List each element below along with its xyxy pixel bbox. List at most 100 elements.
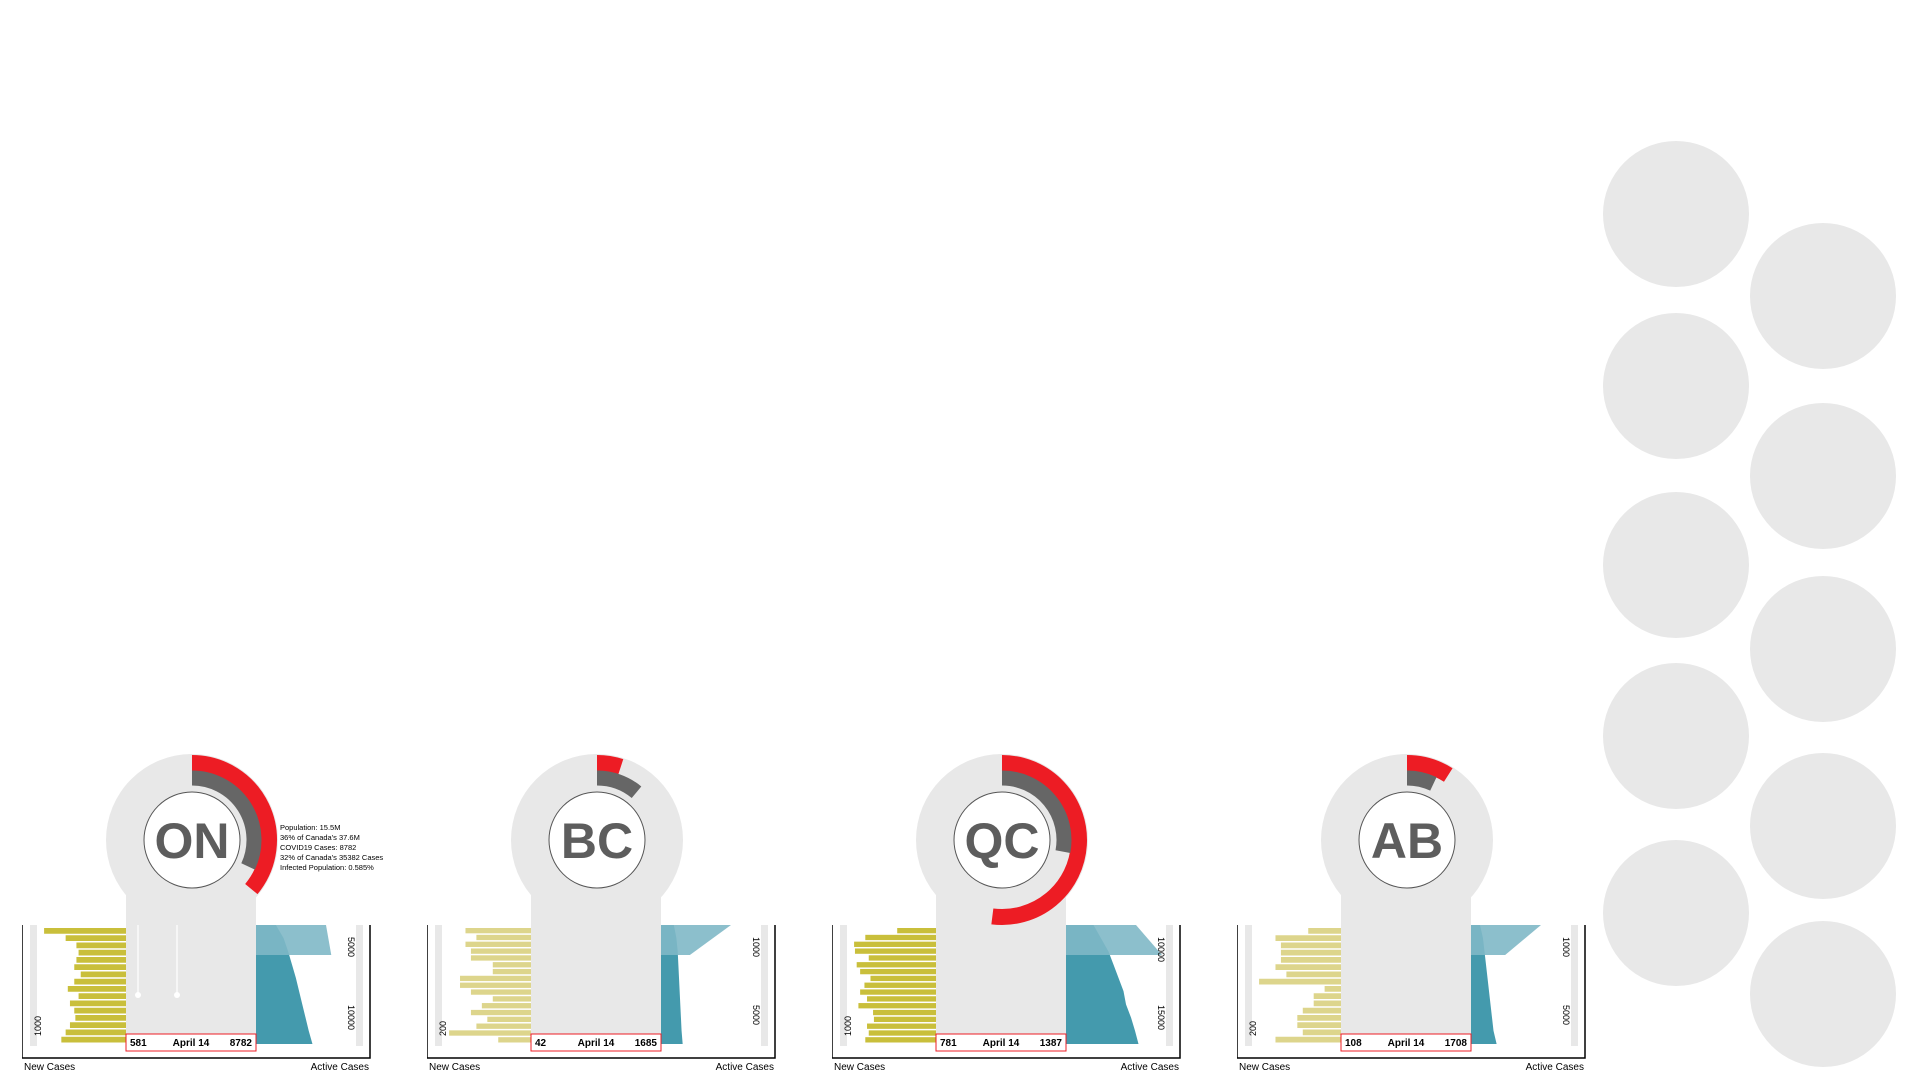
province-badge — [143, 791, 241, 889]
new-cases-bar — [873, 1009, 936, 1016]
date-label: April 14 — [173, 1038, 210, 1049]
new-cases-label: New Cases — [1239, 1062, 1290, 1070]
new-cases-bar — [470, 948, 531, 954]
province-bubble[interactable] — [1750, 753, 1896, 899]
province-code: AB — [1371, 813, 1443, 869]
province-bubble[interactable] — [1750, 576, 1896, 722]
new-cases-bar — [1324, 986, 1341, 992]
new-cases-bar — [1313, 993, 1341, 999]
total-cases: 1708 — [1445, 1038, 1468, 1049]
new-cases-bar — [492, 996, 531, 1002]
active-axis-band — [356, 925, 363, 1046]
new-cases-bar — [1280, 949, 1341, 956]
new-cases-bar — [460, 982, 531, 988]
new-cases-bar — [1280, 942, 1341, 949]
new-cases-bar — [449, 1030, 531, 1036]
active-axis-band — [761, 925, 768, 1046]
province-panel-bc: 200 1000 5000 New Cases Active Cases 42 April … — [427, 754, 776, 1070]
province-bubble[interactable] — [1603, 141, 1749, 287]
date-label: April 14 — [983, 1038, 1020, 1049]
province-bubble[interactable] — [1603, 840, 1749, 986]
new-axis-band — [1245, 925, 1252, 1046]
active-cases-label: Active Cases — [1121, 1062, 1179, 1070]
new-cases-bar — [860, 968, 936, 975]
new-cases-bar — [868, 955, 936, 961]
center-column-bg — [1341, 860, 1471, 1046]
province-bubble[interactable] — [1750, 921, 1896, 1067]
population-share-arc — [1406, 755, 1453, 782]
info-line: 32% of Canada's 35382 Cases — [280, 853, 383, 862]
new-cases-bar — [78, 949, 126, 956]
active-cases-recent-area — [1471, 925, 1541, 955]
new-cases-label: New Cases — [24, 1062, 75, 1070]
new-cases-bar — [867, 1023, 936, 1029]
center-column-bg — [531, 860, 661, 1046]
new-cases-bar — [1302, 1007, 1341, 1014]
case-share-arc — [1001, 770, 1072, 854]
population-share-arc — [991, 755, 1087, 925]
summary-strip — [1340, 1033, 1472, 1052]
new-cases-bar — [460, 975, 531, 982]
province-bubble[interactable] — [1750, 403, 1896, 549]
new-cases-bar — [74, 1007, 126, 1014]
new-cases-bar — [465, 928, 531, 934]
summary-strip — [530, 1033, 662, 1052]
info-line: 36% of Canada's 37.6M — [280, 833, 360, 842]
new-cases-bar — [76, 942, 126, 949]
total-cases: 1685 — [635, 1038, 658, 1049]
province-panel-on: 1000 5000 10000 New Cases Active Cases 581 Apr… — [22, 754, 383, 1070]
active-axis-tick: 1000 — [751, 937, 761, 957]
province-panel-qc: 1000 10000 15000 New Cases Active Cases 781 Ap… — [832, 754, 1181, 1070]
new-cases-bar — [470, 1009, 531, 1016]
new-cases-bar — [1286, 971, 1341, 978]
new-cases-today: 781 — [940, 1038, 957, 1049]
new-cases-bar — [61, 1036, 126, 1043]
new-cases-bar — [873, 1016, 936, 1023]
new-cases-bar — [476, 1023, 531, 1029]
active-cases-label: Active Cases — [716, 1062, 774, 1070]
new-cases-bar — [1275, 1036, 1341, 1043]
new-cases-bar — [856, 962, 936, 968]
new-cases-label: New Cases — [834, 1062, 885, 1070]
new-cases-bar — [1297, 1022, 1341, 1028]
new-cases-bar — [65, 935, 126, 941]
active-axis-band — [1166, 925, 1173, 1046]
new-axis-tick: 1000 — [843, 1016, 853, 1036]
active-cases-label: Active Cases — [311, 1062, 369, 1070]
new-cases-bar — [74, 964, 126, 970]
info-line: COVID19 Cases: 8782 — [280, 843, 356, 852]
new-cases-bar — [76, 957, 126, 963]
new-cases-bar — [67, 986, 126, 992]
new-cases-bar — [897, 928, 936, 934]
province-bubble[interactable] — [1603, 663, 1749, 809]
center-column-bg — [936, 860, 1066, 1046]
population-share-arc — [191, 755, 277, 895]
new-cases-today: 581 — [130, 1038, 147, 1049]
date-label: April 14 — [578, 1038, 615, 1049]
province-code: ON — [155, 813, 230, 869]
chart-frame — [427, 925, 776, 1059]
province-bubble[interactable] — [1603, 492, 1749, 638]
province-bubble[interactable] — [1750, 223, 1896, 369]
case-share-arc — [191, 770, 262, 870]
new-cases-bar — [1280, 957, 1341, 963]
active-axis-tick: 1000 — [1561, 937, 1571, 957]
new-cases-bar — [867, 996, 936, 1002]
case-share-arc — [1406, 770, 1437, 791]
new-cases-bar — [492, 962, 531, 968]
new-axis-band — [840, 925, 847, 1046]
info-line: Population: 15.5M — [280, 823, 340, 832]
info-line: Infected Population: 0.585% — [280, 863, 374, 872]
new-cases-bar — [865, 1037, 936, 1043]
new-cases-bar — [865, 934, 936, 941]
case-share-arc — [596, 770, 642, 799]
active-axis-tick: 10000 — [1156, 937, 1166, 962]
new-cases-bar — [470, 955, 531, 961]
summary-strip — [125, 1033, 257, 1052]
event-marker-dot — [174, 992, 180, 998]
chart-frame — [832, 925, 1181, 1059]
active-cases-recent-area — [1066, 925, 1162, 955]
active-axis-band — [1571, 925, 1578, 1046]
new-cases-today: 108 — [1345, 1038, 1362, 1049]
province-bubble[interactable] — [1603, 313, 1749, 459]
